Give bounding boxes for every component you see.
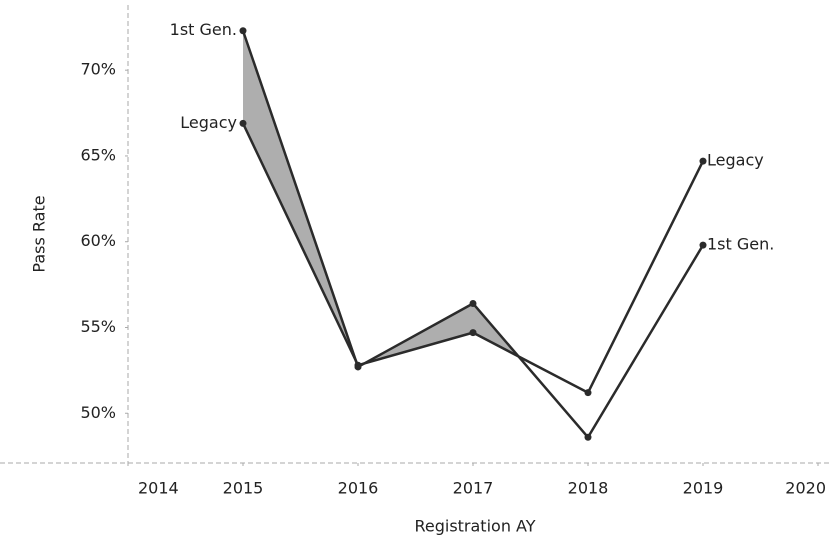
x-tick-label: 2020: [785, 479, 826, 498]
y-tick-label: 55%: [80, 317, 116, 336]
x-tick-label: 2016: [338, 479, 379, 498]
series-label: Legacy: [707, 151, 764, 170]
y-tick-label: 65%: [80, 145, 116, 164]
y-tick-label: 50%: [80, 403, 116, 422]
x-tick-label: 2019: [683, 479, 724, 498]
point: [584, 433, 592, 441]
point: [469, 329, 477, 337]
x-axis-label: Registration AY: [414, 517, 535, 536]
x-tick-label: 2017: [453, 479, 494, 498]
point: [469, 299, 477, 307]
point: [239, 119, 247, 127]
point: [699, 241, 707, 249]
point: [699, 157, 707, 165]
x-tick-label: 2018: [568, 479, 609, 498]
point: [354, 361, 362, 369]
point: [239, 27, 247, 35]
series-line: [241, 30, 705, 439]
series-label: 1st Gen.: [707, 235, 774, 254]
y-tick-label: 60%: [80, 231, 116, 250]
series-label: Legacy: [180, 113, 237, 132]
x-tick-label: 2015: [223, 479, 264, 498]
x-tick-label: 2014: [138, 479, 179, 498]
y-axis-label: Pass Rate: [30, 195, 49, 272]
point: [584, 389, 592, 397]
series-label: 1st Gen.: [170, 20, 237, 39]
y-tick-label: 70%: [80, 60, 116, 79]
